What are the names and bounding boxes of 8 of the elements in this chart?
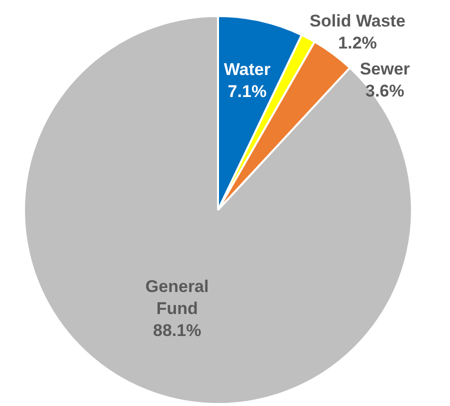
slice-label: General Fund — [145, 277, 209, 318]
data-label: 88.1% — [152, 321, 202, 340]
data-label: 7.1% — [228, 82, 267, 102]
data-label: 1.2% — [338, 34, 377, 53]
slice-label: Solid Waste — [310, 12, 406, 31]
data-label: 3.6% — [365, 82, 404, 101]
slice-label: Sewer — [360, 60, 410, 79]
slice-label: Water — [224, 60, 271, 80]
